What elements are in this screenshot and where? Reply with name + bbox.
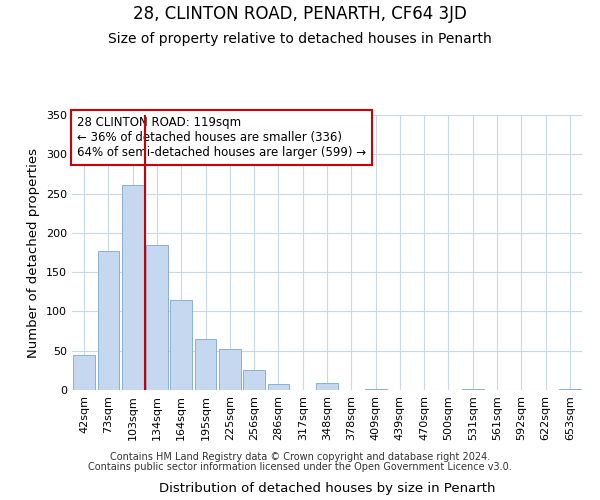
- Bar: [194, 339, 217, 390]
- Bar: [559, 389, 581, 390]
- Bar: [268, 384, 289, 390]
- Text: 28, CLINTON ROAD, PENARTH, CF64 3JD: 28, CLINTON ROAD, PENARTH, CF64 3JD: [133, 5, 467, 23]
- Text: 28 CLINTON ROAD: 119sqm
← 36% of detached houses are smaller (336)
64% of semi-d: 28 CLINTON ROAD: 119sqm ← 36% of detache…: [77, 116, 366, 160]
- Bar: [146, 246, 168, 390]
- Bar: [170, 300, 192, 390]
- Bar: [243, 370, 265, 390]
- Bar: [316, 383, 338, 390]
- Text: Contains public sector information licensed under the Open Government Licence v3: Contains public sector information licen…: [88, 462, 512, 472]
- Bar: [365, 389, 386, 390]
- Text: Contains HM Land Registry data © Crown copyright and database right 2024.: Contains HM Land Registry data © Crown c…: [110, 452, 490, 462]
- Bar: [122, 185, 143, 390]
- Y-axis label: Number of detached properties: Number of detached properties: [28, 148, 40, 358]
- Text: Distribution of detached houses by size in Penarth: Distribution of detached houses by size …: [159, 482, 495, 495]
- Bar: [462, 389, 484, 390]
- Bar: [73, 356, 95, 390]
- Bar: [219, 349, 241, 390]
- Bar: [97, 251, 119, 390]
- Text: Size of property relative to detached houses in Penarth: Size of property relative to detached ho…: [108, 32, 492, 46]
